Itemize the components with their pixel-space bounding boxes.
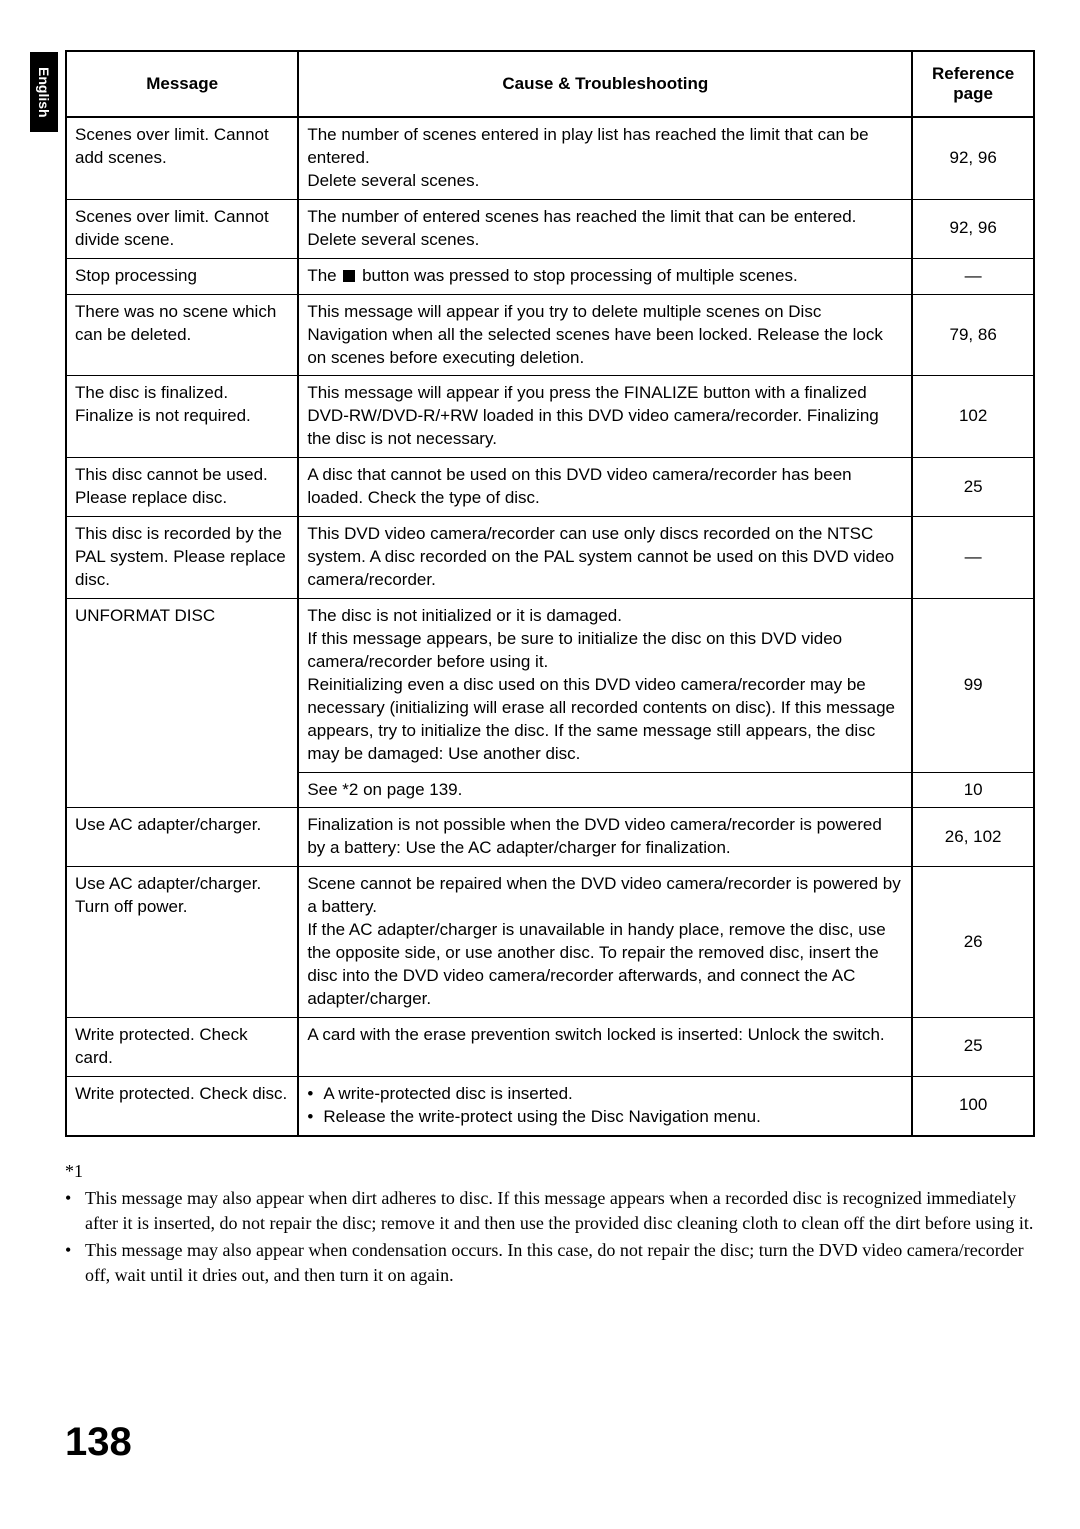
reference-cell: 26 bbox=[912, 867, 1034, 1018]
cause-cell: This DVD video camera/recorder can use o… bbox=[298, 517, 912, 599]
bullet-icon: • bbox=[65, 1186, 85, 1236]
reference-cell: 92, 96 bbox=[912, 199, 1034, 258]
message-cell: Write protected. Check disc. bbox=[66, 1076, 298, 1135]
table-row: Use AC adapter/charger.Turn off power.Sc… bbox=[66, 867, 1034, 1018]
reference-cell: 92, 96 bbox=[912, 117, 1034, 199]
table-row: Use AC adapter/charger.Finalization is n… bbox=[66, 808, 1034, 867]
reference-cell: — bbox=[912, 258, 1034, 294]
table-row: This disc is recorded by the PAL system.… bbox=[66, 517, 1034, 599]
message-cell: Scenes over limit. Cannot add scenes. bbox=[66, 117, 298, 199]
message-cell: Stop processing bbox=[66, 258, 298, 294]
reference-cell: — bbox=[912, 517, 1034, 599]
reference-cell: 99 bbox=[912, 598, 1034, 772]
footnote-text: This message may also appear when conden… bbox=[85, 1238, 1035, 1288]
cause-cell: This message will appear if you press th… bbox=[298, 376, 912, 458]
message-cell: UNFORMAT DISC bbox=[66, 598, 298, 808]
table-row: UNFORMAT DISCThe disc is not initialized… bbox=[66, 598, 1034, 772]
cause-cell: The number of entered scenes has reached… bbox=[298, 199, 912, 258]
reference-cell: 102 bbox=[912, 376, 1034, 458]
footnotes: *1 •This message may also appear when di… bbox=[65, 1159, 1035, 1289]
cause-cell: Scene cannot be repaired when the DVD vi… bbox=[298, 867, 912, 1018]
cause-cell: The button was pressed to stop processin… bbox=[298, 258, 912, 294]
page-number: 138 bbox=[65, 1420, 132, 1465]
language-tab: English bbox=[30, 52, 58, 132]
header-message: Message bbox=[66, 51, 298, 117]
header-cause: Cause & Troubleshooting bbox=[298, 51, 912, 117]
table-row: Scenes over limit. Cannot divide scene.T… bbox=[66, 199, 1034, 258]
bullet-text: A write-protected disc is inserted. bbox=[323, 1083, 572, 1106]
stop-icon bbox=[343, 270, 355, 282]
troubleshooting-table: Message Cause & Troubleshooting Referenc… bbox=[65, 50, 1035, 1137]
cause-cell: Finalization is not possible when the DV… bbox=[298, 808, 912, 867]
table-row: Write protected. Check disc.•A write-pro… bbox=[66, 1076, 1034, 1135]
page-content: Message Cause & Troubleshooting Referenc… bbox=[65, 50, 1050, 1289]
message-cell: This disc cannot be used. Please replace… bbox=[66, 458, 298, 517]
reference-cell: 10 bbox=[912, 772, 1034, 808]
message-cell: There was no scene which can be deleted. bbox=[66, 294, 298, 376]
footnote-item: •This message may also appear when dirt … bbox=[65, 1186, 1035, 1236]
reference-cell: 26, 102 bbox=[912, 808, 1034, 867]
bullet-icon: • bbox=[307, 1106, 323, 1129]
header-reference: Reference page bbox=[912, 51, 1034, 117]
reference-cell: 79, 86 bbox=[912, 294, 1034, 376]
bullet-icon: • bbox=[307, 1083, 323, 1106]
message-cell: Scenes over limit. Cannot divide scene. bbox=[66, 199, 298, 258]
cause-cell: The number of scenes entered in play lis… bbox=[298, 117, 912, 199]
bullet-icon: • bbox=[65, 1238, 85, 1288]
bullet-text: Release the write-protect using the Disc… bbox=[323, 1106, 761, 1129]
cause-cell: A card with the erase prevention switch … bbox=[298, 1017, 912, 1076]
table-row: Scenes over limit. Cannot add scenes.The… bbox=[66, 117, 1034, 199]
message-cell: The disc is finalized. Finalize is not r… bbox=[66, 376, 298, 458]
message-cell: This disc is recorded by the PAL system.… bbox=[66, 517, 298, 599]
reference-cell: 25 bbox=[912, 1017, 1034, 1076]
message-cell: Write protected. Check card. bbox=[66, 1017, 298, 1076]
message-cell: Use AC adapter/charger.Turn off power. bbox=[66, 867, 298, 1018]
table-row: Write protected. Check card.A card with … bbox=[66, 1017, 1034, 1076]
reference-cell: 100 bbox=[912, 1076, 1034, 1135]
reference-cell: 25 bbox=[912, 458, 1034, 517]
cause-cell: See *2 on page 139. bbox=[298, 772, 912, 808]
message-cell: Use AC adapter/charger. bbox=[66, 808, 298, 867]
footnote-item: •This message may also appear when conde… bbox=[65, 1238, 1035, 1288]
footnote-label: *1 bbox=[65, 1159, 1035, 1184]
cause-cell: The disc is not initialized or it is dam… bbox=[298, 598, 912, 772]
table-row: Stop processingThe button was pressed to… bbox=[66, 258, 1034, 294]
table-row: This disc cannot be used. Please replace… bbox=[66, 458, 1034, 517]
cause-cell: This message will appear if you try to d… bbox=[298, 294, 912, 376]
table-row: The disc is finalized. Finalize is not r… bbox=[66, 376, 1034, 458]
table-row: There was no scene which can be deleted.… bbox=[66, 294, 1034, 376]
cause-cell: •A write-protected disc is inserted.•Rel… bbox=[298, 1076, 912, 1135]
cause-cell: A disc that cannot be used on this DVD v… bbox=[298, 458, 912, 517]
footnote-text: This message may also appear when dirt a… bbox=[85, 1186, 1035, 1236]
